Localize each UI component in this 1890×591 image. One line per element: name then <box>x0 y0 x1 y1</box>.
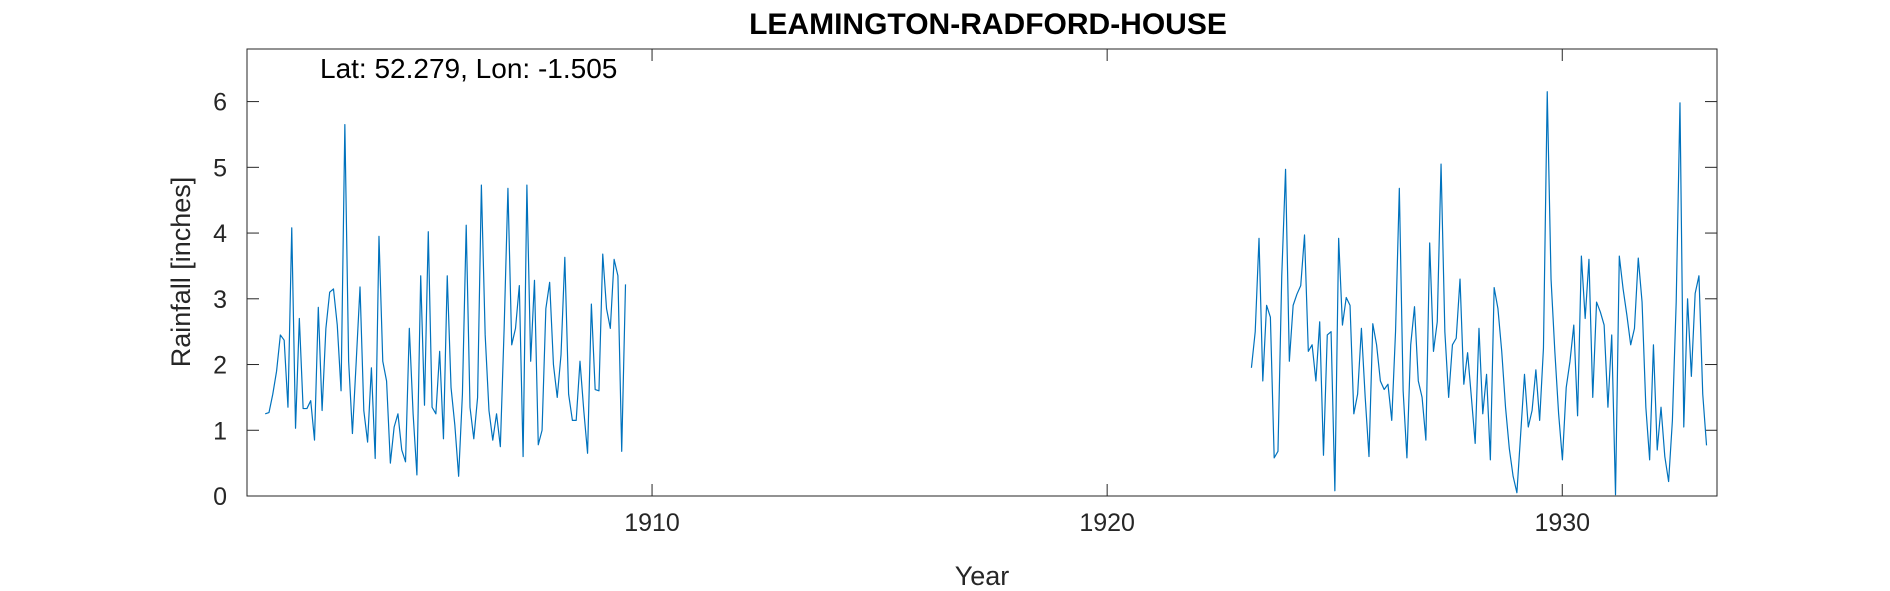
y-tick-label: 3 <box>213 286 227 314</box>
rainfall-series-line <box>265 123 627 477</box>
x-tick-label: 1930 <box>1534 509 1590 537</box>
x-tick-label: 1920 <box>1079 509 1135 537</box>
y-tick-label: 1 <box>213 417 227 445</box>
y-tick-label: 6 <box>213 89 227 117</box>
y-tick-label: 4 <box>213 220 227 248</box>
y-tick-label: 2 <box>213 352 227 380</box>
y-tick-label: 5 <box>213 154 227 182</box>
y-tick-label: 0 <box>213 483 227 511</box>
location-annotation: Lat: 52.279, Lon: -1.505 <box>320 53 617 84</box>
ticks-layer: 0 1 2 3 4 5 6 1910 1920 1930 <box>213 49 1717 537</box>
series-layer <box>265 91 1708 496</box>
plot-area <box>246 48 1718 497</box>
y-axis-label: Rainfall [inches] <box>166 177 196 368</box>
chart-title: LEAMINGTON-RADFORD-HOUSE <box>749 8 1227 41</box>
x-axis-label: Year <box>955 561 1010 591</box>
x-tick-label: 1910 <box>624 509 680 537</box>
rainfall-series-line <box>1250 91 1708 496</box>
